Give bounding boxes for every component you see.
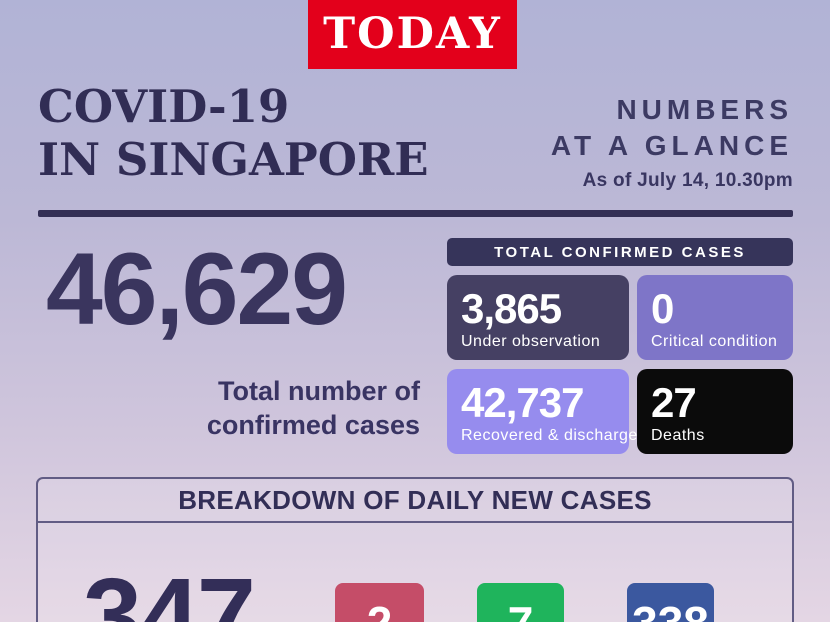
daily-case-community: 7 [477,583,564,622]
stat-value: 42,737 [461,379,584,426]
daily-case-value: 338 [632,596,709,622]
stat-recovered-discharged: 42,737 Recovered & discharged [447,369,648,454]
daily-new-cases-header: BREAKDOWN OF DAILY NEW CASES [38,479,792,523]
numbers-at-a-glance: NUMBERS AT A GLANCE As of July 14, 10.30… [551,92,793,192]
stat-deaths: 27 Deaths [637,369,793,454]
glance-line2: AT A GLANCE [550,130,793,161]
glance-line1: NUMBERS [616,94,793,125]
total-confirmed-caption-line1: Total number of [218,376,420,406]
daily-new-cases-total: 347 [83,557,256,622]
section-divider [38,210,793,217]
stat-label: Critical condition [651,333,778,350]
stat-critical-condition: 0 Critical condition [637,275,793,360]
stat-value: 27 [651,379,697,426]
total-confirmed-caption: Total number of confirmed cases [120,374,420,442]
page-title: COVID-19 IN SINGAPORE [38,80,429,186]
daily-new-cases-section: BREAKDOWN OF DAILY NEW CASES 347 2 7 338 [36,477,794,622]
daily-case-imported: 2 [335,583,424,622]
daily-new-cases-content: 347 2 7 338 [38,523,792,622]
today-logo: TODAY [308,0,517,69]
daily-case-dormitory: 338 [627,583,714,622]
stat-value: 0 [651,285,674,332]
page-title-line2: IN SINGAPORE [38,133,429,186]
total-confirmed-number: 46,629 [46,232,348,346]
total-confirmed-caption-line2: confirmed cases [206,410,420,440]
stat-label: Under observation [461,333,601,350]
today-logo-text: TODAY [323,8,502,59]
stat-under-observation: 3,865 Under observation [447,275,629,360]
daily-case-value: 2 [367,596,393,622]
as-of-timestamp: As of July 14, 10.30pm [582,170,793,191]
panel-header: TOTAL CONFIRMED CASES [447,238,793,266]
page-title-line1: COVID-19 [38,80,290,133]
panel-grid: 3,865 Under observation 0 Critical condi… [447,275,793,454]
stat-label: Deaths [651,427,705,444]
stat-label: Recovered & discharged [461,427,648,444]
total-confirmed-panel: TOTAL CONFIRMED CASES 3,865 Under observ… [447,238,793,454]
daily-case-value: 7 [508,596,534,622]
stat-value: 3,865 [461,285,562,332]
